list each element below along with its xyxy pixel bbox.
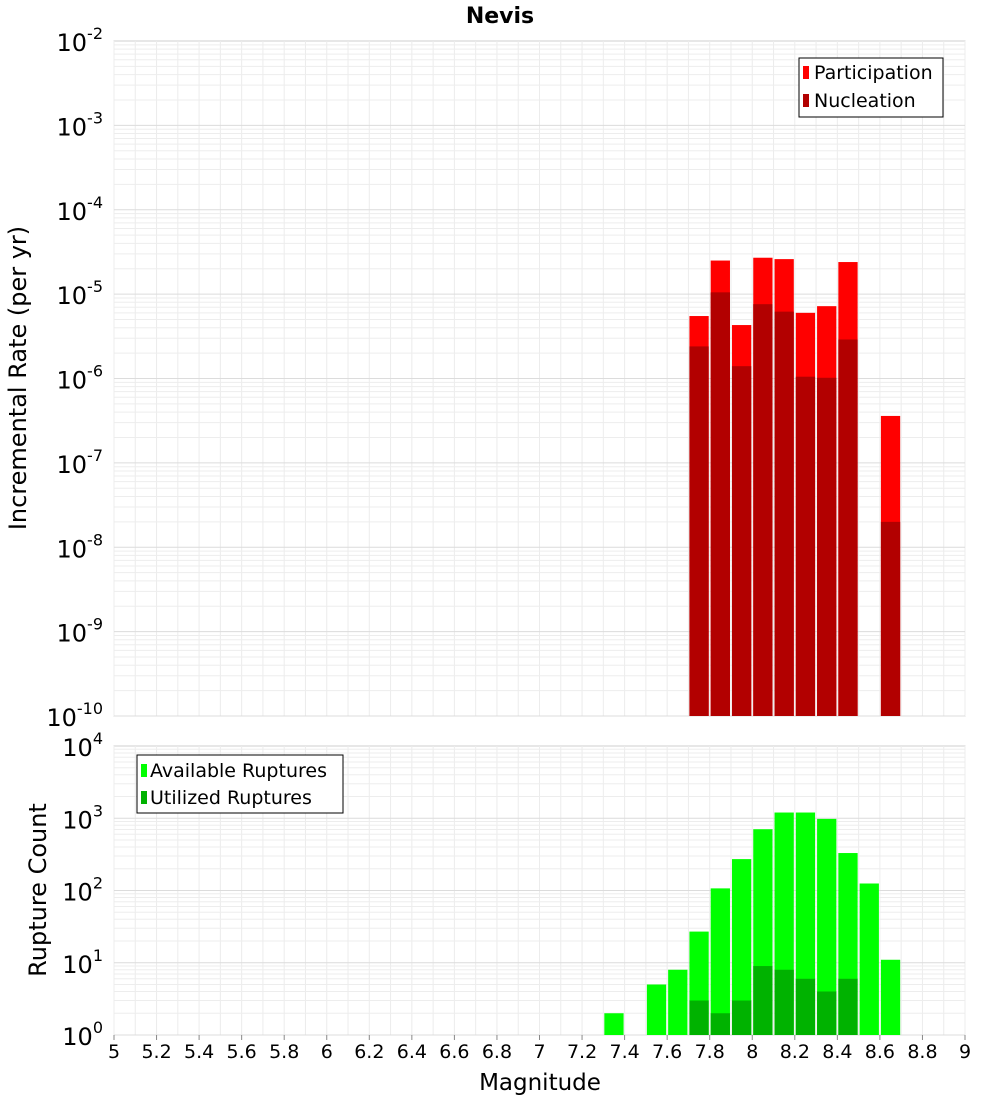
rate-y-tick-label: 10-6 — [57, 362, 104, 395]
count-bar-utilized-ruptures — [689, 1000, 709, 1035]
x-tick-label: 8.4 — [822, 1041, 852, 1063]
count-bar-utilized-ruptures — [753, 966, 773, 1035]
rate-bars — [689, 257, 901, 716]
rate-y-tick-label: 10-3 — [57, 108, 104, 141]
count-bar-utilized-ruptures — [838, 978, 858, 1035]
rate-y-ticks: 10-10 10-9 10-8 10-7 10-6 10-5 10-4 10-3 10-2 — [46, 24, 103, 732]
x-tick-label: 5.4 — [184, 1041, 214, 1063]
rate-bar-nucleation — [774, 311, 794, 716]
x-tick-label: 8.2 — [780, 1041, 810, 1063]
rate-grid — [113, 41, 966, 717]
x-tick-label: 7.6 — [652, 1041, 682, 1063]
count-y-tick-label: 102 — [62, 874, 103, 907]
count-panel: 100 101 102 103 104 Rupture Count Available … — [24, 729, 966, 1051]
legend-label-available: Available Ruptures — [150, 760, 327, 782]
count-bar-utilized-ruptures — [817, 991, 837, 1035]
x-tick-label: 7.2 — [567, 1041, 597, 1063]
count-legend-box — [136, 754, 344, 814]
legend-label-participation: Participation — [814, 62, 933, 84]
legend-swatch-available — [141, 764, 147, 777]
count-y-tick-label: 101 — [62, 946, 103, 979]
x-tick-label: 9 — [959, 1041, 971, 1063]
rate-y-tick-label: 10-8 — [57, 530, 104, 563]
x-tick-label: 5.8 — [269, 1041, 299, 1063]
legend-label-utilized: Utilized Ruptures — [150, 787, 312, 809]
count-bar-available-ruptures — [731, 859, 752, 1035]
rate-y-tick-label: 10-5 — [57, 277, 104, 310]
rate-legend-box — [798, 57, 944, 118]
count-bar-available-ruptures — [880, 959, 901, 1035]
count-bar-available-ruptures — [604, 1013, 624, 1035]
x-tick-label: 8.6 — [865, 1041, 895, 1063]
count-bar-utilized-ruptures — [774, 969, 794, 1035]
x-tick-label: 6.6 — [439, 1041, 469, 1063]
count-y-axis-label: Rupture Count — [24, 803, 52, 977]
x-tick-label: 7 — [533, 1041, 545, 1063]
legend-swatch-participation — [803, 66, 809, 79]
x-tick-label: 7.8 — [695, 1041, 725, 1063]
x-tick-label: 8.8 — [907, 1041, 937, 1063]
count-y-tick-label: 100 — [62, 1018, 103, 1051]
x-tick-label: 8 — [746, 1041, 758, 1063]
count-bar-available-ruptures — [646, 984, 667, 1035]
legend-label-nucleation: Nucleation — [814, 90, 916, 112]
rate-y-tick-label: 10-2 — [57, 24, 104, 57]
x-axis-ticks: 5 5.2 5.4 5.6 5.8 6 6.2 6.4 6.6 6.8 7 7.2 7.4 7.6 7.8 8… — [108, 1035, 971, 1063]
count-bar-utilized-ruptures — [795, 978, 816, 1035]
rate-y-tick-label: 10-10 — [46, 699, 103, 732]
count-bar-available-ruptures — [859, 883, 879, 1035]
x-axis-label: Magnitude — [479, 1070, 601, 1096]
count-bar-available-ruptures — [710, 888, 730, 1035]
chart-title: Nevis — [466, 4, 534, 29]
rate-legend: Participation Nucleation — [798, 57, 944, 118]
rate-bar-nucleation — [710, 292, 730, 716]
x-tick-label: 6.8 — [482, 1041, 512, 1063]
rate-bar-nucleation — [753, 304, 773, 716]
rate-bar-nucleation — [795, 376, 816, 716]
rate-bar-nucleation — [817, 377, 837, 716]
rate-bar-nucleation — [689, 346, 709, 716]
count-legend: Available Ruptures Utilized Ruptures — [136, 754, 344, 814]
count-bar-utilized-ruptures — [710, 1013, 730, 1035]
legend-swatch-nucleation — [803, 94, 809, 107]
rate-y-tick-label: 10-9 — [57, 615, 104, 648]
rate-y-tick-label: 10-4 — [57, 193, 104, 226]
count-y-tick-label: 104 — [62, 729, 103, 762]
x-tick-label: 6.2 — [354, 1041, 384, 1063]
rate-y-tick-label: 10-7 — [57, 446, 104, 479]
legend-swatch-utilized — [141, 791, 147, 804]
rate-panel: 10-10 10-9 10-8 10-7 10-6 10-5 10-4 10-3 10-2 In… — [4, 24, 966, 732]
x-tick-label: 7.4 — [609, 1041, 639, 1063]
count-bar-available-ruptures — [668, 969, 688, 1035]
count-bar-utilized-ruptures — [731, 1000, 752, 1035]
count-bar-available-ruptures — [817, 818, 837, 1035]
x-tick-label: 5.2 — [141, 1041, 171, 1063]
x-tick-label: 5.6 — [227, 1041, 257, 1063]
rate-y-axis-label: Incremental Rate (per yr) — [4, 226, 32, 530]
count-bars — [604, 812, 901, 1035]
rate-bar-nucleation — [838, 339, 858, 716]
x-tick-label: 6.4 — [397, 1041, 427, 1063]
count-y-tick-label: 103 — [62, 801, 103, 834]
rate-bar-nucleation — [880, 521, 901, 716]
rate-bar-nucleation — [731, 366, 752, 716]
x-tick-label: 6 — [321, 1041, 333, 1063]
x-tick-label: 5 — [108, 1041, 120, 1063]
count-y-ticks: 100 101 102 103 104 — [62, 729, 103, 1051]
